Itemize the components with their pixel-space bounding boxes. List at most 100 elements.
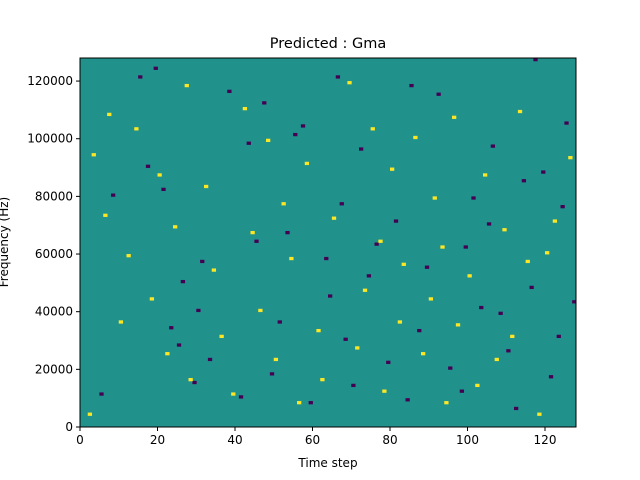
heatmap-cell-low (498, 311, 503, 315)
heatmap-cell-high (165, 352, 170, 356)
plot-background (80, 58, 576, 427)
heatmap-cell-high (421, 352, 426, 356)
heatmap-cell-low (436, 92, 441, 96)
heatmap-cell-high (467, 274, 472, 278)
heatmap-cell-high (362, 288, 368, 292)
heatmap-cell-high (134, 127, 139, 131)
heatmap-cell-low (351, 383, 356, 388)
heatmap-cell-low (479, 305, 484, 310)
heatmap-cell-low (207, 357, 213, 362)
heatmap-cell-high (390, 167, 395, 171)
heatmap-cell-high (149, 297, 155, 301)
heatmap-cell-high (347, 81, 352, 85)
heatmap-cell-low (169, 326, 174, 330)
heatmap-cell-low (459, 389, 465, 393)
heatmap-cell-high (545, 251, 550, 255)
heatmap-cell-high (552, 219, 558, 223)
heatmap-cell-low (533, 58, 538, 62)
heatmap-cell-low (335, 75, 341, 79)
heatmap-cell-low (339, 202, 344, 206)
heatmap-cell-high (107, 112, 112, 117)
heatmap-cell-high (281, 202, 286, 206)
heatmap-cell-high (188, 377, 193, 382)
heatmap-cell-high (494, 357, 499, 362)
y-tick-label: 120000 (27, 74, 73, 88)
heatmap-cell-high (568, 156, 573, 160)
heatmap-cell-low (111, 193, 116, 197)
heatmap-cell-low (471, 196, 476, 200)
heatmap-cell-low (424, 265, 430, 269)
heatmap-cell-low (405, 398, 410, 402)
heatmap-cell-high (211, 268, 217, 272)
heatmap-cell-low (269, 372, 275, 376)
heatmap-cell-high (428, 297, 434, 301)
heatmap-cell-low (328, 294, 333, 298)
heatmap-cell-high (440, 245, 445, 249)
heatmap-cell-high (510, 334, 515, 339)
heatmap-cell-low (246, 141, 251, 145)
heatmap-cell-low (359, 147, 364, 151)
heatmap-cell-high (537, 412, 542, 416)
heatmap-cell-high (455, 323, 461, 327)
heatmap-cell-high (483, 173, 488, 177)
heatmap-cell-low (556, 334, 561, 339)
heatmap-cell-low (308, 401, 313, 405)
heatmap-cell-low (463, 245, 468, 249)
heatmap-cell-high (273, 357, 279, 362)
heatmap-cell-low (227, 89, 232, 93)
heatmap-cell-low (238, 395, 244, 399)
heatmap-cell-high (517, 109, 523, 114)
heatmap-cell-high (91, 153, 96, 157)
heatmap-cell-low (262, 101, 267, 105)
heatmap-cell-low (192, 380, 197, 385)
x-axis-label: Time step (297, 456, 357, 470)
y-axis: 0 20000 40000 60000 80000 100000 120000 (27, 74, 80, 434)
heatmap-cell-high (87, 412, 93, 416)
x-tick-label: 20 (150, 433, 165, 447)
heatmap-cell-high (204, 184, 209, 189)
heatmap-cell-low (180, 279, 186, 284)
y-tick-label: 100000 (27, 132, 73, 146)
y-tick-label: 20000 (35, 362, 73, 376)
heatmap-cell-low (145, 164, 151, 168)
heatmap-cell-low (200, 259, 205, 264)
heatmap-cell-high (242, 107, 248, 111)
y-tick-label: 80000 (35, 189, 73, 203)
y-tick-label: 0 (65, 420, 73, 434)
heatmap-cell-low (293, 132, 298, 137)
heatmap-cell-low (529, 285, 534, 290)
heatmap-cell-low (366, 274, 372, 278)
heatmap-cell-low (99, 392, 104, 396)
heatmap-cell-low (490, 144, 496, 148)
heatmap-cell-high (219, 334, 224, 339)
heatmap-cell-low (176, 343, 182, 347)
heatmap-cell-low (417, 328, 422, 333)
x-axis: 0 20 40 60 80 100 120 (76, 427, 556, 447)
heatmap-cell-low (254, 239, 259, 243)
heatmap-cell-low (285, 230, 290, 235)
chart-title: Predicted : Gma (270, 36, 386, 52)
heatmap-cell-high (258, 308, 263, 313)
x-tick-label: 0 (76, 433, 84, 447)
x-tick-label: 100 (456, 433, 479, 447)
x-tick-label: 60 (305, 433, 320, 447)
y-axis-label: Frequency (Hz) (0, 197, 11, 288)
heatmap-cell-low (277, 320, 282, 324)
heatmap-cell-low (506, 349, 511, 353)
heatmap-cell-high (289, 256, 294, 261)
y-tick-label: 60000 (35, 247, 73, 261)
heatmap-cell-high (126, 254, 131, 258)
heatmap-cell-low (541, 170, 546, 174)
heatmap-cell-high (401, 262, 406, 266)
heatmap-cell-high (316, 328, 321, 333)
heatmap-cell-high (444, 401, 449, 405)
heatmap-cell-low (521, 179, 527, 183)
heatmap-cell-low (393, 219, 399, 223)
x-tick-label: 120 (534, 433, 557, 447)
plot-frame (79, 57, 577, 428)
heatmap-cell-high (378, 239, 383, 243)
heatmap-cell-high (266, 138, 271, 142)
heatmap-cell-high (304, 161, 310, 166)
heatmap-cell-low (138, 75, 143, 79)
